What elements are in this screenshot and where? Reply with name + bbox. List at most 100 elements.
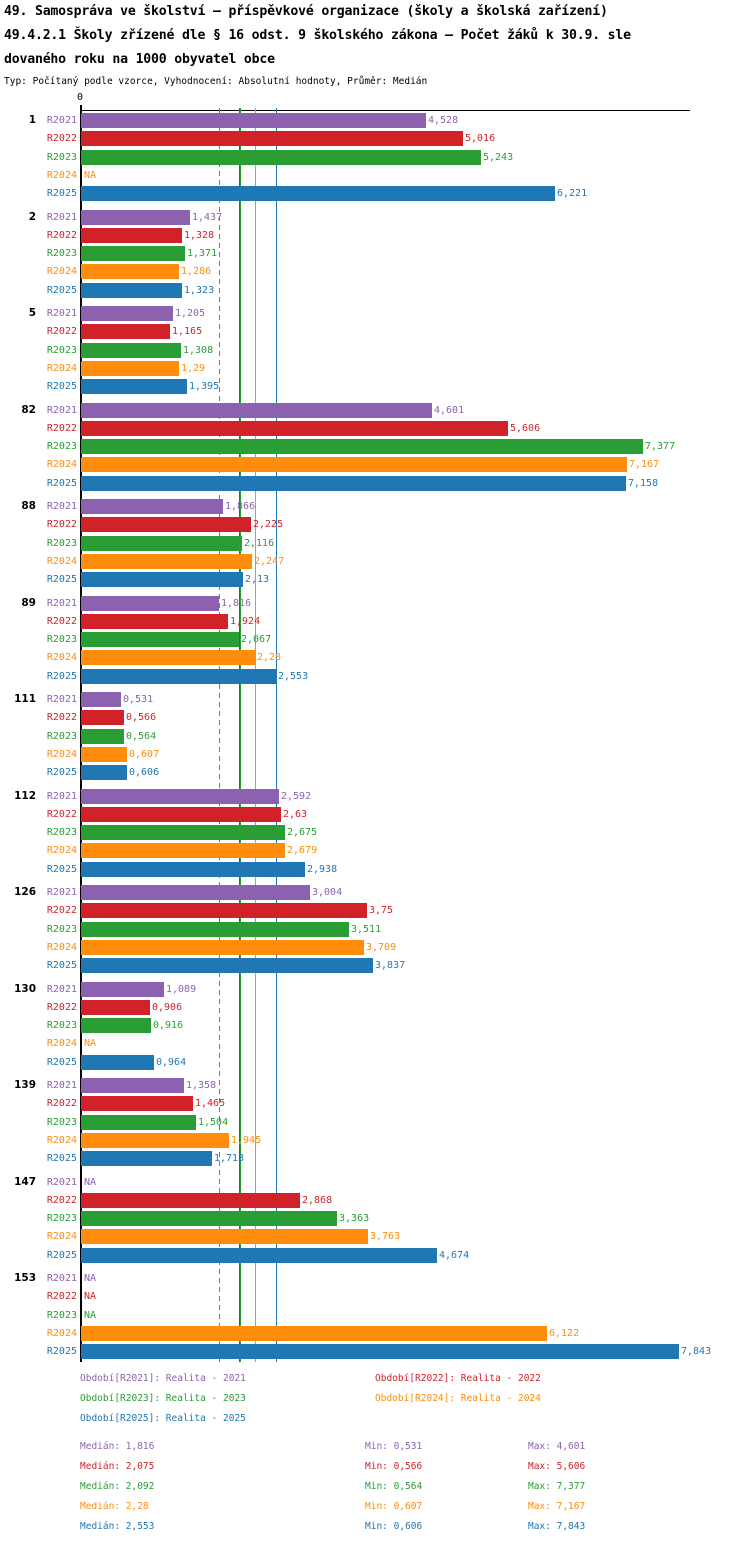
bar-value-label: 2,116: [244, 537, 275, 549]
series-label-r2023: R2023: [46, 1020, 77, 1032]
series-label-r2023: R2023: [46, 1213, 77, 1225]
chart-subtitle: Typ: Počítaný podle vzorce, Vyhodnocení:…: [4, 76, 428, 87]
bar-value-label: 0,606: [129, 767, 160, 779]
series-label-r2021: R2021: [46, 597, 77, 609]
bar-value-label: 1,286: [181, 266, 212, 278]
bar: [81, 1018, 151, 1034]
stat-median-value: Medián: 2,075: [80, 1461, 155, 1472]
stat-median-value: Medián: 2,553: [80, 1521, 155, 1532]
bar: [81, 692, 121, 707]
bar: [81, 186, 555, 202]
bar-value-label: 5,016: [465, 133, 496, 145]
bar: [81, 420, 508, 436]
bar-value-label: 1,308: [183, 344, 214, 356]
bar-value-label: NA: [84, 1273, 97, 1284]
stat-max-value: Max: 7,377: [528, 1481, 586, 1492]
series-label-r2022: R2022: [46, 808, 77, 820]
stat-median-value: Medián: 2,28: [80, 1501, 149, 1512]
bar-value-label: 1,437: [192, 211, 223, 223]
bar-value-label: NA: [84, 1176, 97, 1188]
group-label: 1: [28, 114, 36, 126]
bar-value-label: 1,29: [181, 362, 206, 374]
bar-value-label: 1,165: [172, 326, 203, 338]
bar-value-label: 1,504: [198, 1116, 229, 1128]
bar: [81, 999, 150, 1015]
bar: [81, 131, 463, 147]
bar-value-label: 2,63: [283, 808, 308, 820]
bar-value-label: 0,964: [156, 1056, 187, 1068]
bar: [81, 402, 432, 418]
bar: [81, 746, 127, 762]
series-label-r2023: R2023: [46, 923, 77, 935]
bar-value-label: 0,531: [123, 694, 154, 705]
bar-value-label: 2,679: [287, 845, 318, 857]
bar: [81, 1325, 547, 1341]
group-label: 5: [28, 307, 36, 319]
bar-value-label: 3,75: [369, 905, 394, 917]
group-label: 112: [14, 789, 36, 802]
series-label-r2021: R2021: [46, 790, 77, 802]
bar: [81, 149, 481, 165]
series-label-r2024: R2024: [46, 555, 77, 567]
series-label-r2023: R2023: [46, 1116, 77, 1128]
legend-entry: Období[R2022]: Realita - 2022: [375, 1373, 541, 1384]
median-line-r2022: [239, 108, 240, 1362]
bar: [81, 632, 239, 648]
series-label-r2022: R2022: [46, 422, 77, 434]
bar: [81, 1054, 154, 1070]
bar-value-label: 0,916: [153, 1020, 184, 1032]
median-line-r2024: [255, 108, 256, 1362]
series-label-r2025: R2025: [46, 960, 77, 972]
bar-value-label: 1,395: [189, 381, 220, 393]
bar-value-label: 1,866: [225, 501, 256, 512]
bar: [81, 379, 187, 395]
group-label: 111: [14, 693, 36, 705]
bar: [81, 1096, 193, 1112]
bar-value-label: 2,938: [307, 863, 338, 875]
bar: [81, 1132, 229, 1148]
bar-value-label: NA: [84, 1309, 97, 1321]
bar: [81, 246, 185, 262]
bar: [81, 306, 173, 321]
series-label-r2024: R2024: [46, 941, 77, 953]
series-label-r2022: R2022: [46, 712, 77, 724]
series-label-r2021: R2021: [46, 1176, 77, 1188]
bar-value-label: 3,763: [370, 1231, 401, 1243]
series-label-r2023: R2023: [46, 537, 77, 549]
bar-value-label: 1,358: [186, 1080, 217, 1091]
bar-value-label: 0,607: [129, 748, 160, 760]
bar-value-label: 5,606: [510, 422, 541, 434]
bar: [81, 710, 124, 726]
stat-max-value: Max: 5,606: [528, 1461, 586, 1472]
bar-value-label: 0,564: [126, 730, 157, 742]
bar-value-label: 2,13: [245, 574, 270, 586]
series-label-r2025: R2025: [46, 188, 77, 200]
series-label-r2022: R2022: [46, 1098, 77, 1110]
bar-value-label: 1,924: [230, 615, 261, 627]
series-label-r2025: R2025: [46, 477, 77, 489]
series-label-r2021: R2021: [46, 308, 77, 319]
stat-median-value: Medián: 1,816: [80, 1441, 155, 1452]
bar-value-label: 2,868: [302, 1194, 333, 1206]
bar: [81, 1247, 437, 1263]
bar-value-label: 7,377: [645, 441, 676, 453]
bar-value-label: 2,247: [254, 555, 285, 567]
bar: [81, 360, 179, 376]
bar-value-label: 2,28: [257, 652, 282, 664]
bar: [81, 1151, 212, 1167]
stat-min-value: Min: 0,566: [365, 1461, 423, 1472]
bar-value-label: 0,566: [126, 712, 157, 724]
bar: [81, 765, 127, 781]
bar: [81, 499, 223, 514]
bar: [81, 1078, 184, 1093]
bar: [81, 227, 182, 243]
bar: [81, 668, 276, 684]
bar-value-label: 3,363: [339, 1213, 370, 1225]
series-label-r2021: R2021: [46, 1080, 77, 1091]
series-label-r2021: R2021: [46, 115, 77, 126]
series-label-r2024: R2024: [46, 652, 77, 664]
bar-value-label: 2,592: [281, 790, 312, 802]
stat-min-value: Min: 0,564: [365, 1481, 423, 1492]
bar-value-label: 3,837: [375, 960, 406, 972]
